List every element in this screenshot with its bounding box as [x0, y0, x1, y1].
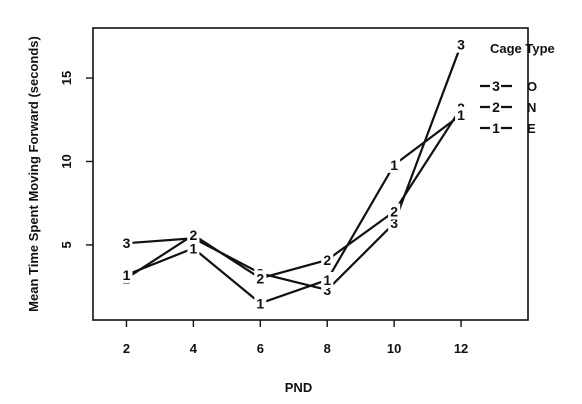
legend-marker-E: 1: [492, 120, 500, 136]
point-E-10: 1: [390, 157, 398, 173]
point-bg-E-12: [455, 106, 468, 123]
point-E-6: 1: [256, 295, 264, 311]
point-bg-O-12: [455, 36, 468, 53]
point-bg-E-2: [120, 266, 133, 283]
point-O-12: 3: [457, 37, 465, 53]
point-bg-E-8: [321, 271, 334, 288]
point-O-2: 3: [123, 235, 131, 251]
y-axis-title: Mean Time Spent Moving Forward (seconds): [26, 36, 41, 312]
legend-marker-bg-N: [490, 99, 501, 115]
point-bg-E-4: [187, 240, 200, 257]
point-bg-E-6: [254, 295, 267, 312]
point-N-4: 2: [189, 227, 197, 243]
x-tick-label-12: 12: [454, 341, 468, 356]
point-N-10: 2: [390, 204, 398, 220]
point-bg-E-10: [388, 156, 401, 173]
legend-title: Cage Type: [490, 41, 555, 56]
x-axis-title: PND: [285, 380, 312, 395]
point-bg-N-10: [388, 203, 401, 220]
x-tick-label-4: 4: [190, 341, 198, 356]
series-line-E: [126, 113, 462, 305]
point-N-6: 2: [256, 270, 264, 286]
point-bg-O-2: [120, 235, 133, 252]
point-E-4: 1: [189, 240, 197, 256]
x-tick-label-10: 10: [387, 341, 401, 356]
point-E-2: 1: [123, 267, 131, 283]
y-tick-label-10: 10: [59, 154, 74, 168]
legend-marker-N: 2: [492, 99, 500, 115]
series-line-O: [126, 44, 463, 292]
point-bg-N-6: [254, 270, 267, 287]
point-E-12: 1: [457, 107, 465, 123]
series-line-N: [125, 107, 463, 280]
legend-marker-O: 3: [492, 78, 500, 94]
point-bg-N-8: [321, 251, 334, 268]
legend-label-O: O: [527, 79, 537, 94]
x-tick-label-6: 6: [257, 341, 264, 356]
point-O-8: 3: [323, 282, 331, 298]
point-E-8: 1: [323, 272, 331, 288]
point-O-10: 3: [390, 215, 398, 231]
plot-frame: [92, 27, 529, 321]
y-tick-label-15: 15: [59, 71, 74, 85]
point-N-8: 2: [323, 252, 331, 268]
legend-label-E: E: [527, 121, 536, 136]
x-tick-label-2: 2: [123, 341, 130, 356]
point-bg-N-4: [187, 226, 200, 243]
legend-marker-bg-O: [490, 78, 501, 94]
y-tick-label-5: 5: [59, 241, 74, 248]
legend-marker-bg-E: [490, 120, 501, 136]
x-tick-label-8: 8: [324, 341, 331, 356]
legend-label-N: N: [527, 100, 536, 115]
